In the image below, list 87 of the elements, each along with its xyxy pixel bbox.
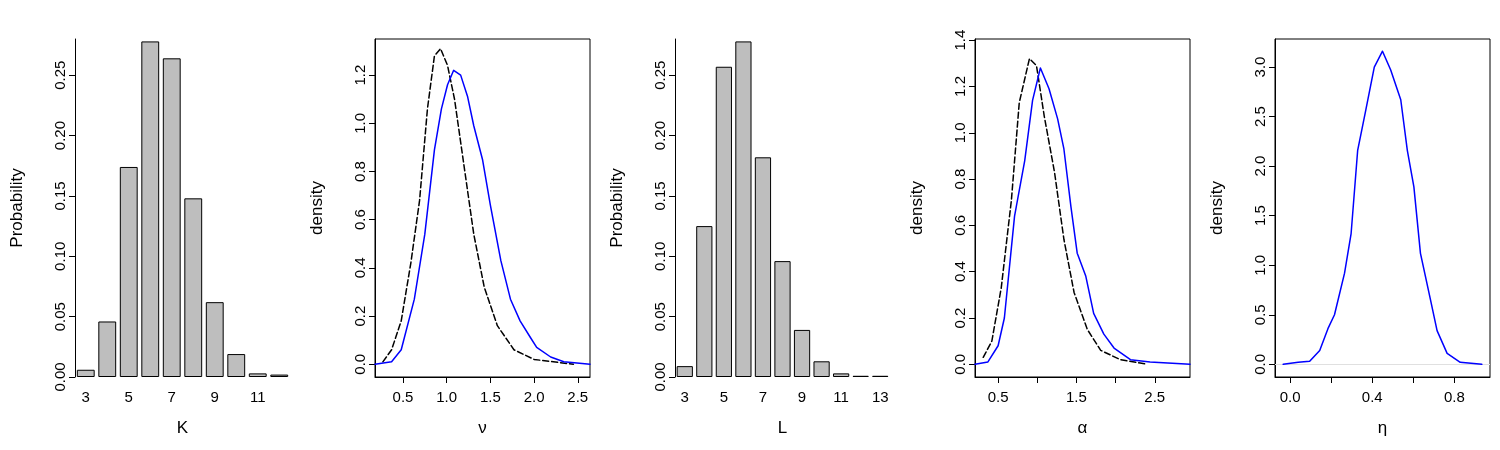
y-tick-label: 0.15 <box>51 181 68 211</box>
x-tick-label: 5 <box>124 388 133 405</box>
y-tick-label: 3.0 <box>1251 56 1268 78</box>
x-tick-label: 7 <box>167 388 176 405</box>
x-axis-title: ν <box>478 418 487 437</box>
x-tick-label: 13 <box>871 388 889 405</box>
y-tick-label: 0.6 <box>351 209 368 231</box>
y-tick-label: 0.15 <box>651 181 668 211</box>
x-axis-title: K <box>176 418 189 437</box>
y-tick-label: 0.4 <box>351 257 368 279</box>
bar <box>754 157 772 377</box>
y-tick-label: 1.0 <box>351 112 368 134</box>
bar <box>833 373 850 377</box>
y-tick-label: 0.4 <box>951 261 968 283</box>
bar <box>141 41 160 377</box>
bar <box>696 226 713 377</box>
y-tick-label: 2.5 <box>1251 106 1268 128</box>
x-axis-title: α <box>1077 418 1088 437</box>
bar <box>184 198 203 377</box>
x-tick-label: 2.5 <box>1144 388 1166 405</box>
y-tick-label: 0.10 <box>51 241 68 271</box>
bar <box>793 329 811 377</box>
y-tick-label: 0.25 <box>51 60 68 90</box>
x-tick-label: 11 <box>833 388 849 405</box>
y-tick-label: 1.5 <box>1251 205 1268 227</box>
y-tick-label: 1.2 <box>951 76 968 97</box>
y-tick-label: 0.2 <box>951 307 968 329</box>
x-tick-label: 1.0 <box>436 388 458 405</box>
x-tick-label: 3 <box>680 388 689 405</box>
y-tick-label: 0.20 <box>51 120 68 151</box>
x-axis-title: η <box>1377 418 1388 437</box>
x-tick-label: 0.5 <box>392 388 414 405</box>
x-tick-label: 0.8 <box>1443 388 1465 405</box>
y-tick-label: 1.2 <box>351 64 368 86</box>
x-tick-label: 1.5 <box>479 388 501 405</box>
line-series <box>374 69 591 365</box>
y-tick-label: 0.00 <box>651 362 668 392</box>
y-tick-label: 0.2 <box>351 305 368 327</box>
y-axis-title: density <box>1207 180 1226 235</box>
line-series <box>974 67 1191 366</box>
bar <box>248 373 267 377</box>
x-tick-label: 7 <box>758 388 768 405</box>
y-tick-label: 2.0 <box>1251 155 1268 177</box>
line-series <box>382 47 575 365</box>
x-tick-label: 0.5 <box>987 388 1009 405</box>
bar <box>119 166 138 377</box>
y-tick-label: 0.05 <box>651 302 668 332</box>
y-tick-label: 0.0 <box>951 353 968 375</box>
bar <box>162 58 181 377</box>
y-axis-title: Probability <box>7 167 26 248</box>
x-tick-label: 0.4 <box>1361 388 1383 405</box>
y-tick-label: 0.6 <box>951 214 968 236</box>
x-tick-label: 9 <box>210 388 219 405</box>
bar <box>205 302 224 377</box>
y-tick-label: 1.0 <box>1251 254 1268 276</box>
x-tick-label: 2.0 <box>523 388 545 405</box>
y-axis-title: density <box>907 180 926 235</box>
y-axis-title: Probability <box>607 167 626 248</box>
y-tick-label: 0.8 <box>951 168 968 190</box>
y-tick-label: 0.00 <box>51 362 68 392</box>
bar <box>98 321 117 377</box>
x-tick-label: 11 <box>249 388 266 405</box>
x-tick-label: 5 <box>719 388 729 405</box>
y-tick-label: 0.8 <box>351 161 368 182</box>
bar <box>227 354 246 377</box>
x-tick-label: 1.5 <box>1066 388 1087 405</box>
x-tick-label: 2.5 <box>567 388 589 405</box>
x-tick-label: 9 <box>797 388 807 405</box>
y-tick-label: 0.0 <box>1251 353 1268 375</box>
bar <box>774 261 791 377</box>
bar <box>715 66 732 377</box>
y-tick-label: 0.20 <box>651 120 668 151</box>
y-tick-label: 0.10 <box>651 241 668 271</box>
x-tick-label: 0.0 <box>1279 388 1301 405</box>
line-series <box>1282 50 1483 366</box>
y-tick-label: 0.5 <box>1251 304 1268 326</box>
x-axis-title: L <box>777 418 788 437</box>
y-tick-label: 1.4 <box>951 29 968 51</box>
y-axis-title: density <box>307 180 326 235</box>
x-tick-label: 3 <box>81 388 90 405</box>
bar <box>735 41 752 377</box>
y-tick-label: 1.0 <box>951 122 968 144</box>
line-series <box>982 57 1148 366</box>
y-tick-label: 0.25 <box>651 60 668 90</box>
y-tick-label: 0.05 <box>51 302 68 332</box>
y-tick-label: 0.0 <box>351 353 368 375</box>
bar <box>813 361 830 377</box>
